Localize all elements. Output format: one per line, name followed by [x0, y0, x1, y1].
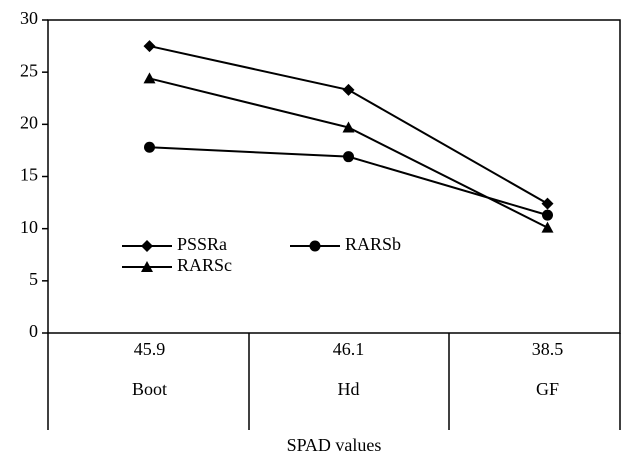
- legend-marker: [309, 240, 321, 252]
- marker: [542, 209, 553, 221]
- legend-marker: [141, 261, 153, 272]
- marker: [143, 72, 156, 84]
- marker: [541, 221, 554, 233]
- legend-label: PSSRa: [177, 234, 227, 254]
- marker: [342, 121, 355, 133]
- legend-label: RARSc: [177, 255, 232, 275]
- marker: [144, 141, 155, 153]
- y-tick-label: 30: [20, 8, 38, 28]
- marker: [342, 83, 355, 96]
- marker: [541, 197, 554, 210]
- x-axis-label: SPAD values: [287, 435, 382, 455]
- marker: [343, 151, 354, 163]
- y-tick-label: 15: [20, 165, 38, 185]
- plot-frame: [47, 19, 621, 334]
- x-tick-label: Hd: [338, 379, 360, 399]
- marker: [143, 40, 156, 53]
- legend-label: RARSb: [345, 234, 401, 254]
- y-tick-label: 20: [20, 112, 38, 132]
- y-tick-label: 0: [29, 321, 38, 341]
- spad-value: 38.5: [532, 339, 564, 359]
- y-tick-label: 10: [20, 217, 38, 237]
- x-tick-label: GF: [536, 379, 559, 399]
- y-tick-label: 5: [29, 269, 38, 289]
- spad-value: 46.1: [333, 339, 365, 359]
- x-tick-label: Boot: [132, 379, 167, 399]
- y-tick-label: 25: [20, 60, 38, 80]
- spad-value: 45.9: [134, 339, 166, 359]
- legend-marker: [141, 240, 153, 252]
